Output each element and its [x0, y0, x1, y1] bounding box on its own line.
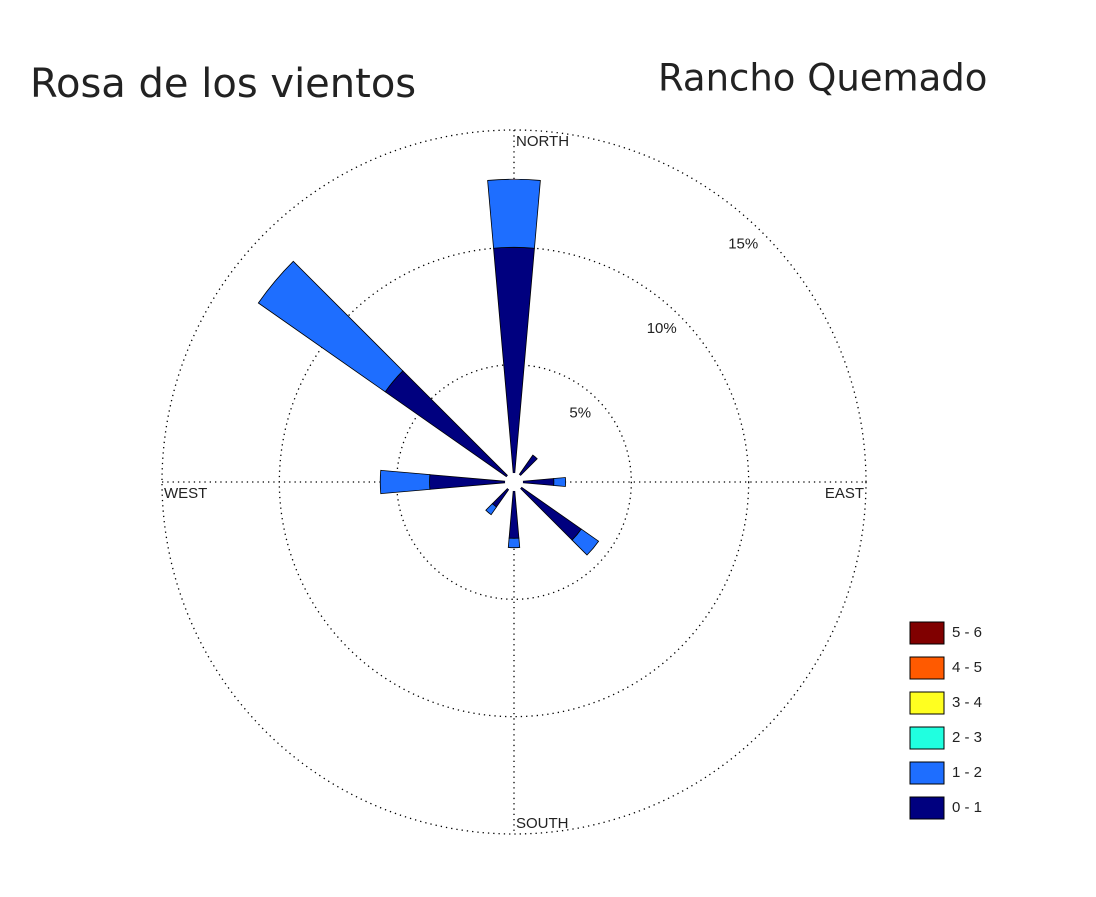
legend-label: 4 - 5	[952, 659, 982, 676]
legend-swatch	[909, 656, 945, 680]
wind-wedge	[571, 528, 600, 556]
wind-wedge	[384, 370, 515, 483]
center-hole	[505, 473, 523, 491]
grid-ring	[396, 364, 632, 600]
direction-label: NORTH	[516, 133, 569, 150]
legend-swatch	[909, 691, 945, 715]
wind-wedge	[487, 178, 541, 249]
legend-swatch	[909, 726, 945, 750]
ring-label: 15%	[728, 236, 758, 253]
grid-ring	[161, 129, 867, 835]
chart-subtitle: Rancho Quemado	[658, 57, 987, 100]
legend-swatch	[909, 621, 945, 645]
wind-wedge	[513, 481, 582, 541]
chart-title: Rosa de los vientos	[30, 61, 416, 107]
legend-label: 2 - 3	[952, 729, 982, 746]
wind-wedge	[429, 474, 515, 490]
wind-wedge	[493, 246, 535, 483]
legend-label: 0 - 1	[952, 799, 982, 816]
legend-label: 3 - 4	[952, 694, 982, 711]
ring-label: 10%	[647, 320, 677, 337]
direction-label: EAST	[825, 485, 864, 502]
legend-label: 1 - 2	[952, 764, 982, 781]
wind-wedge	[553, 477, 567, 487]
legend-swatch	[909, 761, 945, 785]
wind-wedge	[485, 503, 498, 516]
wind-wedge	[507, 537, 521, 549]
wind-wedge	[379, 469, 431, 495]
ring-label: 5%	[569, 404, 591, 421]
direction-label: SOUTH	[516, 815, 569, 832]
legend-swatch	[909, 796, 945, 820]
legend-label: 5 - 6	[952, 624, 982, 641]
direction-label: WEST	[164, 485, 207, 502]
wind-wedge	[257, 260, 404, 393]
grid-ring	[278, 246, 750, 718]
